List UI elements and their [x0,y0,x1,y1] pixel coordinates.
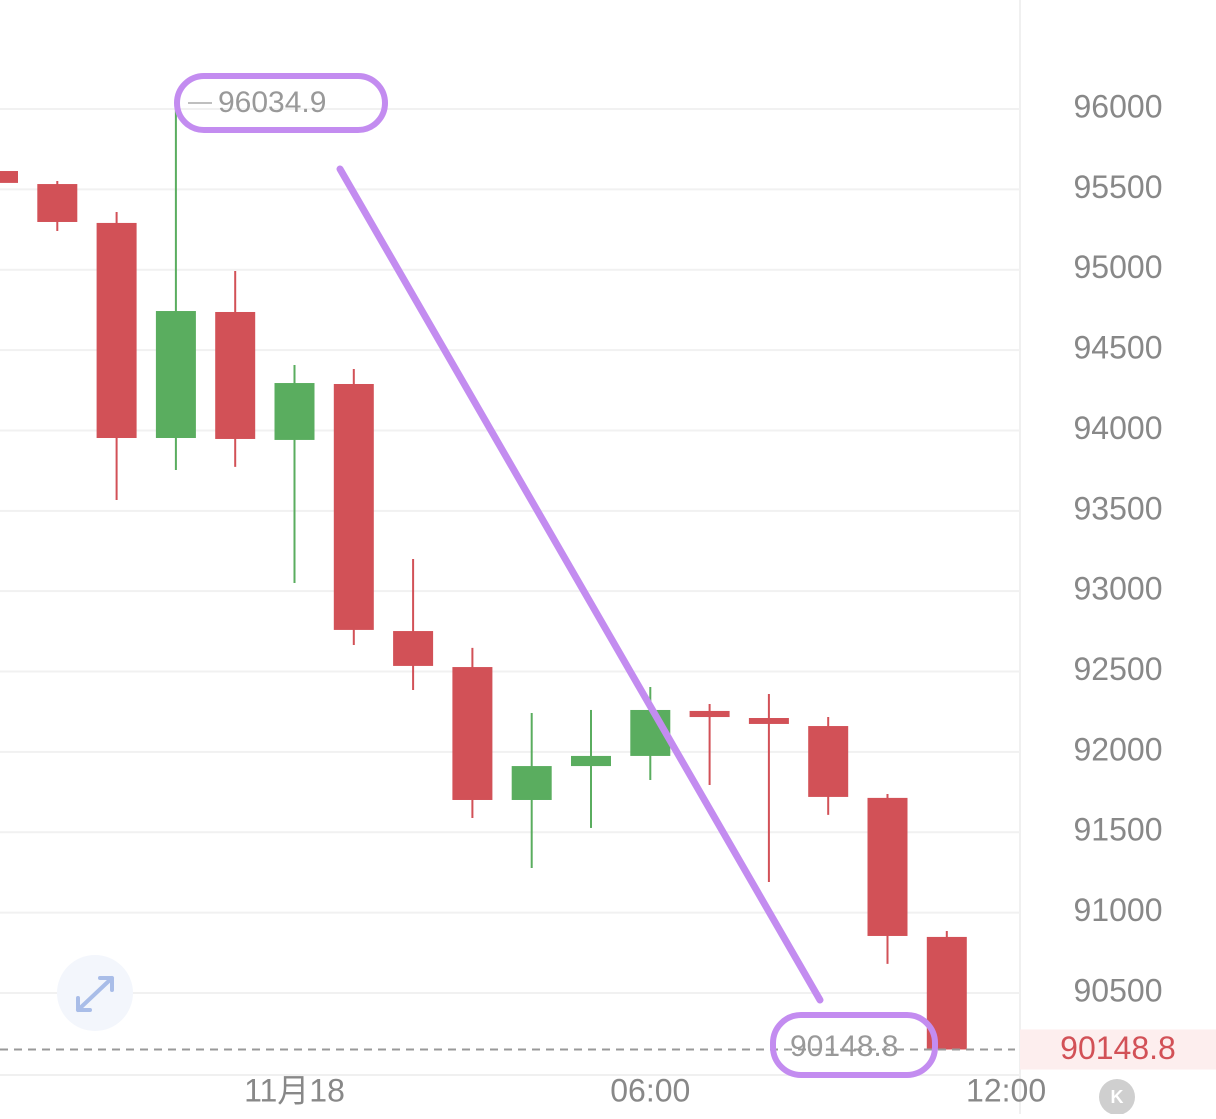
y-tick-label: 91500 [1074,812,1163,848]
expand-button[interactable] [57,955,133,1031]
y-tick-label: 92500 [1074,651,1163,687]
candles [0,103,967,1050]
candle-body [808,726,849,797]
candle-body [96,222,137,439]
y-tick-label: 91000 [1074,892,1163,928]
min-label: 90148.8 [790,1030,898,1063]
y-tick-label: 92000 [1074,731,1163,767]
y-tick-label: 96000 [1074,88,1163,124]
candle-body [333,383,374,630]
x-tick-label: 12:00 [966,1072,1046,1108]
expand-icon [76,976,114,1012]
x-tick-label: 11月18 [244,1072,345,1108]
y-tick-label: 90500 [1074,972,1163,1008]
kline-button-label: K [1111,1087,1124,1107]
y-tick-label: 93000 [1074,571,1163,607]
candle-body [689,710,730,718]
x-tick-label: 06:00 [610,1072,690,1108]
min-highlight [770,1012,938,1078]
y-tick-label: 95500 [1074,169,1163,205]
current-price-box [1020,1029,1216,1070]
candle-body [155,311,196,439]
y-tick-label: 94000 [1074,410,1163,446]
y-tick-label: 93500 [1074,490,1163,526]
candle-body [393,631,434,666]
candle-body [37,184,78,222]
candle-body [748,718,789,724]
candle-body [452,667,493,800]
y-tick-label: 95000 [1074,249,1163,285]
kline-button-bg [1099,1079,1135,1115]
trend-annotation [336,165,824,1004]
kline-button[interactable]: K [1099,1079,1135,1115]
candle-body [215,311,256,439]
candle-body [571,755,611,767]
candle-body [867,797,908,936]
candle-body [0,171,18,183]
candle-body [511,766,552,800]
candle-body [274,383,315,440]
max-label: 96034.9 [218,86,326,119]
max-highlight [174,73,388,133]
y-tick-label: 94500 [1074,330,1163,366]
grid [0,107,1020,995]
current-price-label: 90148.8 [1060,1030,1176,1066]
